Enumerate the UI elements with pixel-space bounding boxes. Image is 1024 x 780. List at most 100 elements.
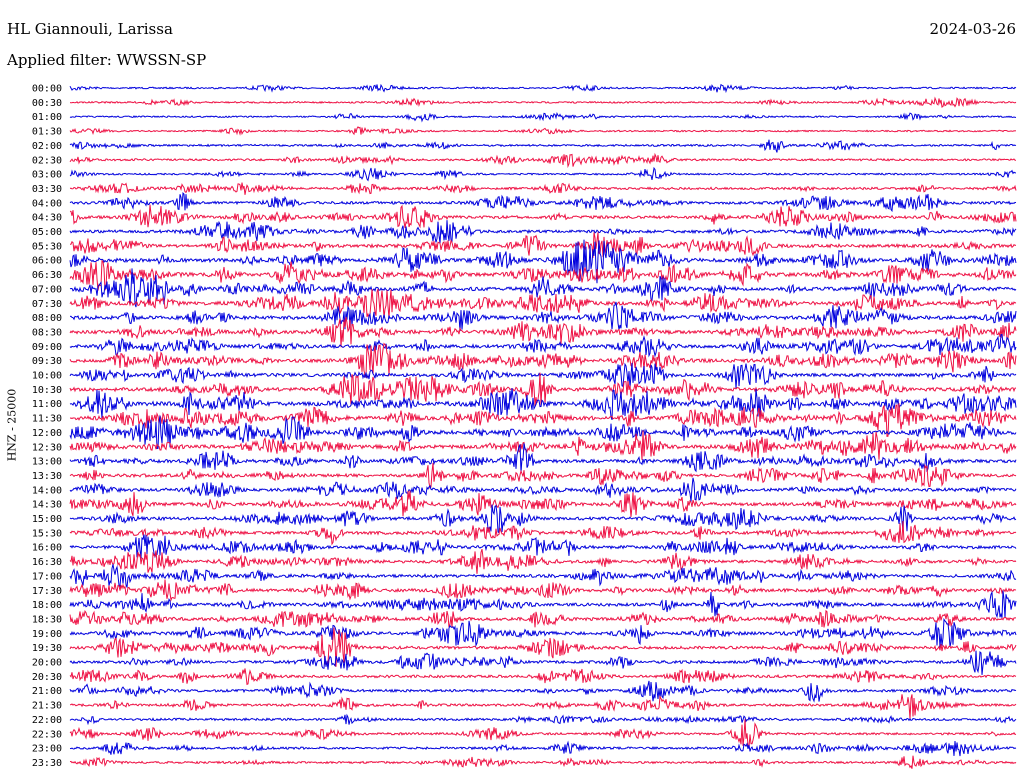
trace-line bbox=[69, 504, 1017, 534]
time-tick-label: 13:00 bbox=[32, 457, 62, 468]
trace-line bbox=[69, 152, 1016, 169]
trace-line bbox=[69, 462, 1017, 489]
trace-line bbox=[69, 182, 1017, 195]
time-tick-label: 13:30 bbox=[32, 471, 62, 482]
time-tick-label: 09:30 bbox=[32, 356, 62, 367]
time-tick-label: 18:30 bbox=[32, 614, 62, 625]
trace-line bbox=[69, 650, 1017, 675]
time-tick-label: 16:00 bbox=[32, 543, 62, 554]
trace-line bbox=[69, 111, 1016, 123]
time-tick-label: 20:00 bbox=[32, 658, 62, 669]
time-tick-label: 22:00 bbox=[32, 715, 62, 726]
trace-line bbox=[69, 372, 1017, 406]
time-tick-label: 04:30 bbox=[32, 213, 62, 224]
trace-line bbox=[69, 387, 1017, 420]
time-tick-label: 11:30 bbox=[32, 414, 62, 425]
trace-line bbox=[69, 680, 1017, 703]
trace-line bbox=[69, 564, 1017, 588]
trace-line bbox=[69, 191, 1017, 213]
trace-line bbox=[69, 548, 1017, 574]
trace-line bbox=[69, 403, 1017, 438]
time-tick-label: 11:00 bbox=[32, 399, 62, 410]
trace-line bbox=[69, 579, 1017, 602]
time-tick-label: 03:00 bbox=[32, 170, 62, 181]
time-tick-label: 21:30 bbox=[32, 701, 62, 712]
trace-line bbox=[69, 288, 1017, 319]
trace-line bbox=[69, 139, 1017, 153]
trace-line bbox=[69, 627, 1017, 667]
station-title: HL Giannouli, Larissa bbox=[7, 20, 173, 38]
time-tick-label: 23:30 bbox=[32, 758, 62, 769]
trace-line bbox=[69, 490, 1017, 517]
trace-line bbox=[69, 609, 1016, 628]
time-tick-label: 10:30 bbox=[32, 385, 62, 396]
time-tick-label: 19:30 bbox=[32, 643, 62, 654]
trace-line bbox=[69, 96, 1017, 108]
trace-line bbox=[69, 220, 1017, 244]
trace-line bbox=[69, 740, 1017, 757]
time-tick-label: 06:00 bbox=[32, 256, 62, 267]
time-tick-label: 19:00 bbox=[32, 629, 62, 640]
trace-line bbox=[69, 126, 1017, 136]
time-tick-label: 08:00 bbox=[32, 313, 62, 324]
time-tick-label: 00:30 bbox=[32, 98, 62, 109]
time-tick-label: 15:00 bbox=[32, 514, 62, 525]
time-tick-label: 17:00 bbox=[32, 571, 62, 582]
time-tick-label: 22:30 bbox=[32, 729, 62, 740]
time-tick-label: 21:00 bbox=[32, 686, 62, 697]
trace-line bbox=[69, 617, 1017, 648]
time-tick-label: 18:00 bbox=[32, 600, 62, 611]
filter-label: Applied filter: WWSSN-SP bbox=[7, 51, 207, 69]
trace-line bbox=[69, 520, 1017, 546]
trace-line bbox=[69, 333, 1017, 358]
trace-line bbox=[69, 239, 1017, 284]
trace-line bbox=[69, 590, 1017, 619]
trace-line bbox=[69, 268, 1017, 308]
time-tick-label: 14:00 bbox=[32, 485, 62, 496]
trace-line bbox=[69, 719, 1017, 749]
trace-line bbox=[69, 415, 1017, 450]
time-tick-label: 02:00 bbox=[32, 141, 62, 152]
trace-line bbox=[69, 342, 1017, 379]
trace-line bbox=[69, 443, 1017, 473]
trace-line bbox=[69, 668, 1017, 686]
trace-line bbox=[69, 301, 1017, 332]
trace-line bbox=[69, 713, 1017, 726]
time-tick-label: 08:30 bbox=[32, 327, 62, 338]
time-tick-label: 16:30 bbox=[32, 557, 62, 568]
time-tick-label: 03:30 bbox=[32, 184, 62, 195]
time-tick-label: 10:00 bbox=[32, 371, 62, 382]
time-tick-label: 20:30 bbox=[32, 672, 62, 683]
date-label: 2024-03-26 bbox=[929, 20, 1016, 38]
trace-line bbox=[69, 259, 1017, 291]
time-tick-label: 17:30 bbox=[32, 586, 62, 597]
time-tick-label: 01:00 bbox=[32, 112, 62, 123]
time-tick-label: 09:00 bbox=[32, 342, 62, 353]
trace-line bbox=[69, 316, 1017, 348]
time-tick-label: 02:30 bbox=[32, 155, 62, 166]
time-tick-label: 01:30 bbox=[32, 127, 62, 138]
time-tick-label: 07:30 bbox=[32, 299, 62, 310]
trace-line bbox=[69, 166, 1016, 182]
trace-line bbox=[69, 430, 1017, 460]
time-tick-label: 04:00 bbox=[32, 198, 62, 209]
trace-line bbox=[69, 477, 1017, 502]
time-tick-label: 15:30 bbox=[32, 528, 62, 539]
time-tick-label: 07:00 bbox=[32, 284, 62, 295]
trace-line bbox=[69, 694, 1017, 720]
trace-line bbox=[69, 534, 1017, 559]
time-tick-label: 06:30 bbox=[32, 270, 62, 281]
time-tick-label: 14:30 bbox=[32, 500, 62, 511]
trace-line bbox=[69, 83, 1017, 94]
trace-line bbox=[69, 755, 1017, 769]
time-tick-label: 00:00 bbox=[32, 84, 62, 95]
trace-line bbox=[70, 232, 1017, 258]
trace-line bbox=[69, 362, 1017, 389]
time-tick-label: 05:00 bbox=[32, 227, 62, 238]
time-tick-label: 05:30 bbox=[32, 241, 62, 252]
time-tick-label: 23:00 bbox=[32, 744, 62, 755]
trace-line bbox=[69, 204, 1017, 229]
time-tick-label: 12:30 bbox=[32, 442, 62, 453]
time-tick-label: 12:00 bbox=[32, 428, 62, 439]
